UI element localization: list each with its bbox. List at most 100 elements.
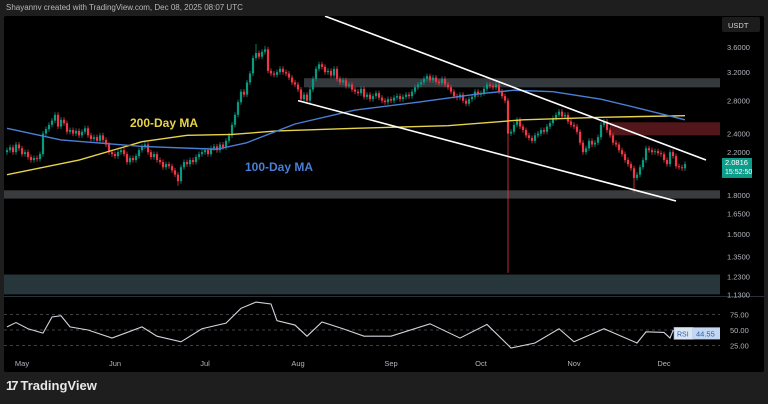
candle-body: [521, 126, 525, 131]
candle: [125, 151, 129, 165]
candle: [587, 138, 591, 151]
candle: [266, 46, 270, 74]
candle-body: [20, 148, 24, 155]
candle: [8, 144, 12, 153]
candle: [677, 163, 681, 170]
candle: [284, 69, 288, 77]
candle-body: [287, 73, 291, 78]
candle: [56, 112, 60, 130]
candle: [134, 153, 138, 163]
candle-body: [653, 151, 657, 153]
candle-body: [215, 146, 219, 151]
candle-body: [425, 76, 429, 79]
rsi-value: 44.55: [696, 329, 715, 338]
candle-body: [122, 150, 126, 155]
candle-body: [314, 68, 318, 79]
candle-body: [194, 157, 198, 163]
candle-body: [614, 142, 618, 145]
candle-body: [482, 88, 486, 94]
candle-body: [419, 82, 423, 85]
candle-body: [110, 152, 114, 155]
candle: [356, 89, 360, 96]
candle: [245, 79, 249, 98]
candle-body: [428, 76, 432, 81]
candle-body: [365, 94, 369, 97]
candle-body: [200, 152, 204, 155]
candle: [44, 126, 48, 137]
candle: [119, 147, 123, 155]
candle-body: [266, 49, 270, 71]
x-tick-label: Oct: [475, 359, 488, 368]
y-tick-label: 1.8000: [727, 191, 750, 200]
rsi-value-badge: [693, 327, 720, 340]
candle: [485, 81, 489, 92]
rsi-pane: [4, 297, 764, 357]
candle-body: [440, 78, 444, 84]
candle-body: [362, 88, 366, 97]
x-tick-label: Dec: [657, 359, 671, 368]
candle-body: [62, 119, 66, 124]
candle-body: [533, 135, 537, 141]
candle-body: [359, 88, 363, 94]
y-tick-label: 1.2300: [727, 272, 750, 281]
rsi-tick-label: 50.00: [730, 326, 749, 335]
candle-body: [311, 78, 315, 90]
candle: [338, 76, 342, 85]
candle: [278, 66, 282, 75]
candle: [599, 122, 603, 140]
candle-body: [191, 160, 195, 163]
candle-body: [5, 150, 9, 153]
candle: [191, 157, 195, 165]
candle-body: [257, 53, 261, 57]
candle: [254, 44, 258, 61]
candle: [53, 112, 57, 124]
candle-body: [149, 152, 153, 158]
candle-body: [422, 78, 426, 83]
candle-body: [401, 96, 405, 100]
price-chart[interactable]: 200-Day MA 100-Day MA 75.00 50.00 25.00 RSI 44…: [4, 16, 764, 372]
candle: [299, 86, 303, 102]
candle-body: [26, 152, 30, 158]
y-tick-label: 3.2000: [727, 68, 750, 77]
y-tick-label: 3.6000: [727, 43, 750, 52]
candle-body: [398, 96, 402, 100]
candle-body: [485, 84, 489, 89]
candle: [308, 86, 312, 104]
candle: [350, 81, 354, 93]
candle-body: [452, 91, 456, 97]
tradingview-logo[interactable]: 17 TradingView: [6, 378, 97, 393]
candle: [293, 79, 297, 88]
candle-body: [182, 162, 186, 168]
candle: [569, 118, 573, 128]
candle-body: [632, 168, 636, 178]
candle-body: [350, 84, 354, 90]
candle: [215, 143, 219, 153]
price-pane: 200-Day MA 100-Day MA: [4, 16, 720, 295]
candle: [305, 92, 309, 104]
candle-body: [125, 154, 129, 163]
candle-body: [386, 99, 390, 103]
candle-body: [410, 91, 414, 97]
candle: [35, 155, 39, 162]
candle: [5, 147, 9, 155]
candle-body: [530, 138, 534, 141]
candle-body: [221, 144, 225, 148]
candle-body: [95, 137, 99, 141]
candle: [161, 159, 165, 170]
candle: [257, 50, 261, 60]
tradingview-logo-text: TradingView: [20, 378, 97, 393]
candle: [14, 141, 18, 155]
candle: [341, 77, 345, 85]
candle: [209, 145, 213, 157]
candle-body: [563, 114, 567, 117]
candle-body: [302, 94, 306, 100]
chart-panel[interactable]: 200-Day MA 100-Day MA 75.00 50.00 25.00 RSI 44…: [4, 16, 764, 372]
candle: [656, 148, 660, 156]
candle: [482, 86, 486, 96]
candle-body: [665, 160, 669, 165]
candle-body: [77, 130, 81, 136]
candle: [323, 64, 327, 75]
candle: [104, 137, 108, 148]
candle-body: [539, 130, 543, 134]
candle-body: [335, 68, 339, 79]
